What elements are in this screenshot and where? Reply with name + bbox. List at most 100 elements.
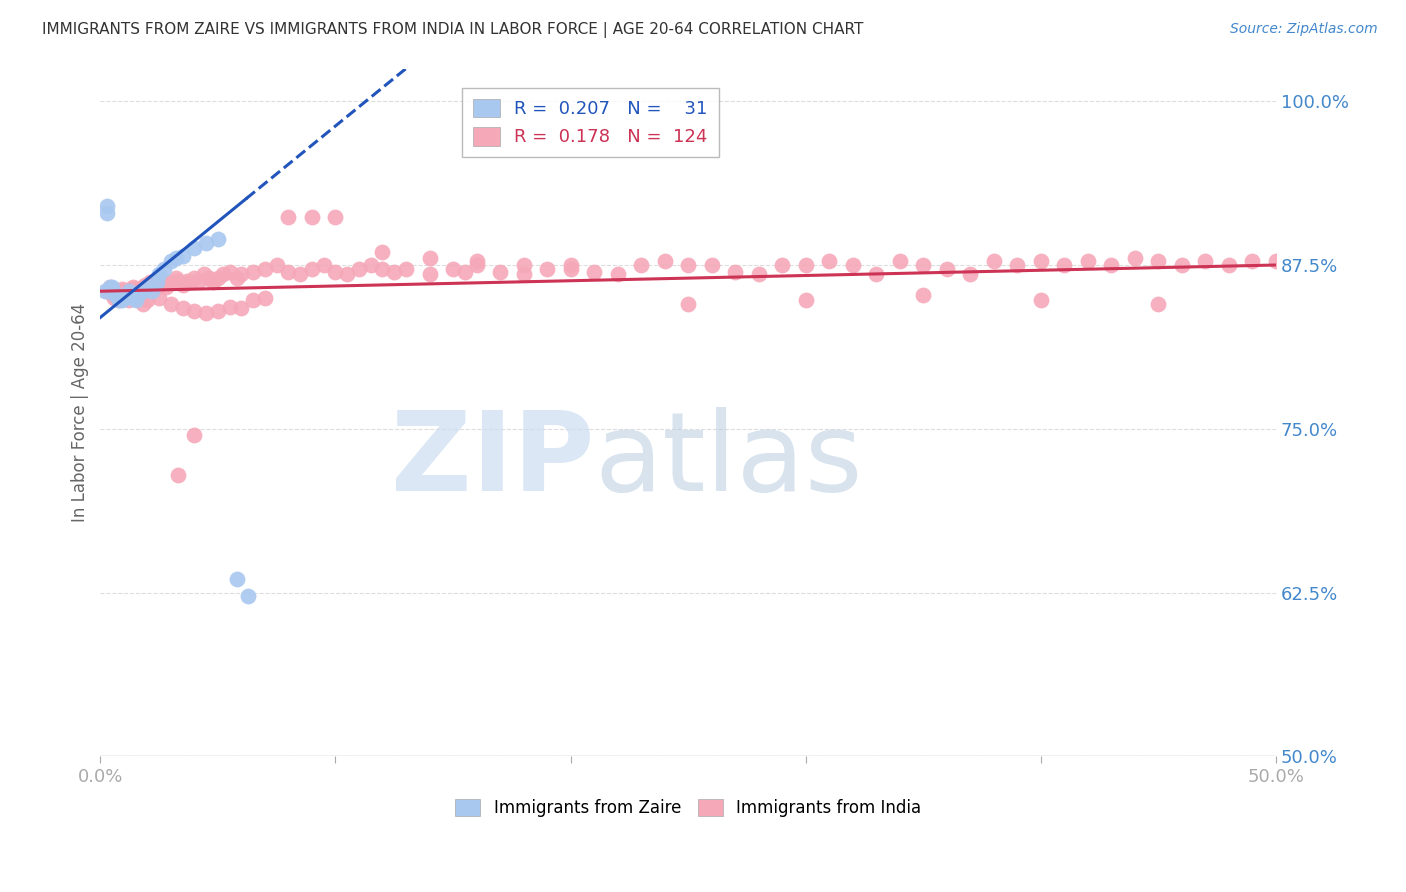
Point xyxy=(794,293,817,308)
Point xyxy=(167,274,190,288)
Point xyxy=(218,300,240,314)
Point xyxy=(101,286,124,301)
Point xyxy=(110,293,132,308)
Point xyxy=(218,264,240,278)
Point xyxy=(512,258,534,272)
Point xyxy=(242,264,264,278)
Point xyxy=(136,280,159,294)
Point xyxy=(141,284,163,298)
Point xyxy=(312,258,335,272)
Point xyxy=(583,264,606,278)
Point xyxy=(105,288,128,302)
Point xyxy=(606,267,628,281)
Point xyxy=(183,428,205,442)
Point xyxy=(1007,258,1029,272)
Point xyxy=(120,282,142,296)
Point xyxy=(301,210,323,224)
Point xyxy=(1053,258,1076,272)
Point xyxy=(560,258,582,272)
Point xyxy=(124,282,146,296)
Point xyxy=(105,288,128,302)
Point xyxy=(131,280,153,294)
Point xyxy=(165,252,187,266)
Point xyxy=(167,467,190,482)
Point xyxy=(242,293,264,308)
Point xyxy=(117,284,139,298)
Point xyxy=(146,280,169,294)
Point xyxy=(1147,254,1170,268)
Point xyxy=(1029,254,1052,268)
Point xyxy=(277,264,299,278)
Point xyxy=(418,252,440,266)
Point xyxy=(1029,293,1052,308)
Point xyxy=(253,291,276,305)
Point xyxy=(172,301,194,316)
Y-axis label: In Labor Force | Age 20-64: In Labor Force | Age 20-64 xyxy=(72,302,89,522)
Point xyxy=(794,258,817,272)
Point xyxy=(127,288,149,302)
Point xyxy=(176,274,198,288)
Point xyxy=(160,275,183,289)
Point xyxy=(207,271,229,285)
Point xyxy=(141,277,163,292)
Point xyxy=(536,262,558,277)
Point xyxy=(134,277,156,292)
Text: Source: ZipAtlas.com: Source: ZipAtlas.com xyxy=(1230,22,1378,37)
Point xyxy=(195,235,218,250)
Point xyxy=(124,293,146,308)
Point xyxy=(160,297,183,311)
Point xyxy=(195,306,218,320)
Point xyxy=(1194,254,1216,268)
Point xyxy=(172,277,194,292)
Point xyxy=(865,267,887,281)
Point xyxy=(207,232,229,246)
Point xyxy=(277,210,299,224)
Text: ZIP: ZIP xyxy=(391,407,595,514)
Point xyxy=(115,288,138,302)
Point xyxy=(148,291,170,305)
Point xyxy=(165,271,187,285)
Point xyxy=(124,291,146,305)
Point xyxy=(98,280,121,294)
Point xyxy=(395,262,418,277)
Text: IMMIGRANTS FROM ZAIRE VS IMMIGRANTS FROM INDIA IN LABOR FORCE | AGE 20-64 CORREL: IMMIGRANTS FROM ZAIRE VS IMMIGRANTS FROM… xyxy=(42,22,863,38)
Point xyxy=(560,262,582,277)
Point xyxy=(98,280,121,294)
Point xyxy=(101,280,124,294)
Point xyxy=(983,254,1005,268)
Point xyxy=(465,254,488,268)
Point xyxy=(512,267,534,281)
Point xyxy=(155,280,177,294)
Point xyxy=(129,284,152,298)
Point xyxy=(172,249,194,263)
Point xyxy=(146,275,169,289)
Point xyxy=(117,284,139,298)
Point xyxy=(131,297,153,311)
Point xyxy=(112,291,135,305)
Point xyxy=(1099,258,1122,272)
Point xyxy=(912,288,935,302)
Point xyxy=(676,297,699,311)
Point xyxy=(889,254,911,268)
Point xyxy=(238,590,260,604)
Point xyxy=(1147,297,1170,311)
Point xyxy=(842,258,865,272)
Point xyxy=(136,293,159,308)
Point xyxy=(108,293,131,308)
Point xyxy=(1218,258,1240,272)
Point xyxy=(1123,252,1146,266)
Point xyxy=(108,284,131,298)
Point xyxy=(290,267,312,281)
Point xyxy=(115,288,138,302)
Point xyxy=(935,262,957,277)
Point xyxy=(108,293,131,308)
Point xyxy=(1077,254,1099,268)
Point xyxy=(136,280,159,294)
Point xyxy=(1265,254,1288,268)
Point xyxy=(489,264,512,278)
Point xyxy=(148,277,170,292)
Point xyxy=(360,258,382,272)
Point xyxy=(371,262,394,277)
Point xyxy=(301,262,323,277)
Point xyxy=(148,267,170,281)
